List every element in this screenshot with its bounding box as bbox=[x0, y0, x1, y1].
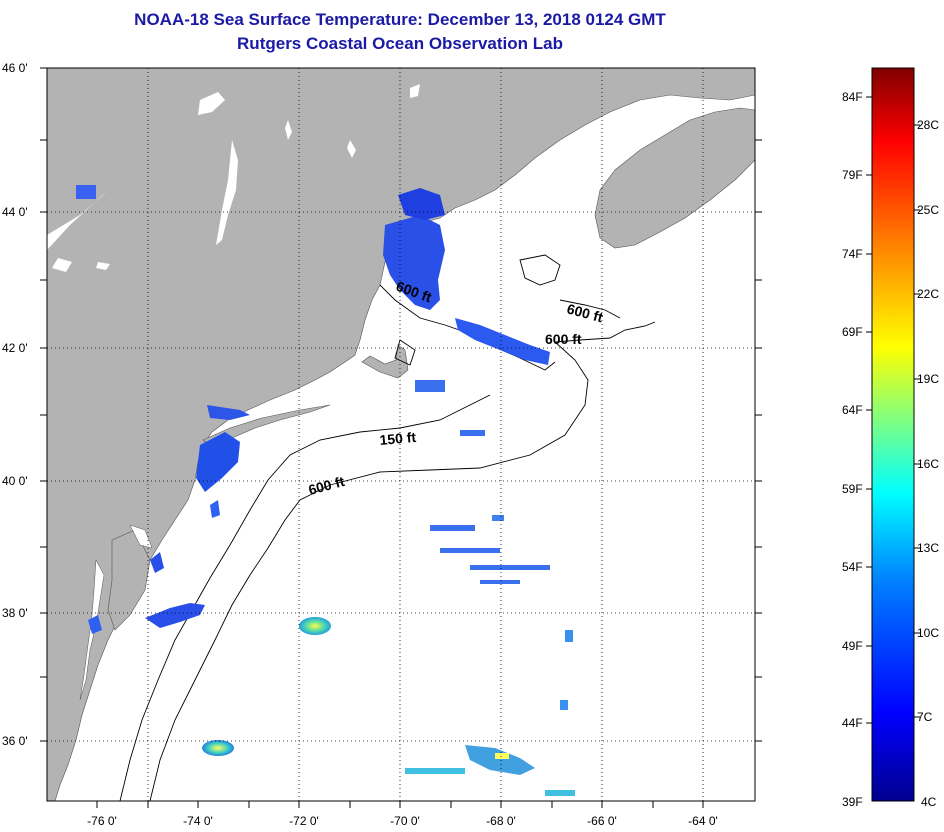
lat-label-36: 36 0' bbox=[2, 734, 28, 748]
lat-label-38: 38 0' bbox=[2, 606, 28, 620]
axis-ticks bbox=[40, 67, 762, 808]
cb-f-49: 49F bbox=[842, 639, 863, 653]
cb-c-19: 19C bbox=[917, 372, 939, 386]
lake-small-6 bbox=[410, 84, 420, 98]
cb-f-54: 54F bbox=[842, 560, 863, 574]
lake-small-4 bbox=[285, 120, 292, 140]
lake-small-1 bbox=[198, 92, 225, 115]
water-delaware-bay bbox=[129, 524, 153, 549]
lon-label-66: -66 0' bbox=[587, 814, 617, 828]
colorbar-ticks bbox=[866, 96, 920, 724]
cb-f-59: 59F bbox=[842, 482, 863, 496]
lon-label-72: -72 0' bbox=[289, 814, 319, 828]
cb-c-13: 13C bbox=[917, 541, 939, 555]
map-title: NOAA-18 Sea Surface Temperature: Decembe… bbox=[134, 10, 666, 29]
lon-label-68: -68 0' bbox=[486, 814, 516, 828]
lat-label-40: 40 0' bbox=[2, 474, 28, 488]
lat-label-46: 46 0' bbox=[2, 61, 28, 75]
land-cape-cod bbox=[361, 344, 409, 379]
cb-c-28: 28C bbox=[917, 118, 939, 132]
depth-label-600-georges: 600 ft bbox=[545, 331, 582, 347]
cb-f-44: 44F bbox=[842, 716, 863, 730]
lake-ontario-edge bbox=[47, 190, 108, 250]
lon-label-64: -64 0' bbox=[688, 814, 718, 828]
map-content: 600 ft 600 ft 600 ft 150 ft 600 ft bbox=[47, 68, 755, 801]
depth-label-150: 150 ft bbox=[379, 429, 417, 448]
lat-label-42: 42 0' bbox=[2, 341, 28, 355]
sst-data bbox=[76, 185, 575, 796]
lake-small-3 bbox=[96, 262, 110, 270]
colorbar bbox=[871, 67, 915, 802]
cb-c-7: 7C bbox=[917, 710, 933, 724]
lake-champlain bbox=[216, 140, 238, 245]
cb-f-84: 84F bbox=[842, 90, 863, 104]
cb-f-69: 69F bbox=[842, 325, 863, 339]
lon-label-76: -76 0' bbox=[87, 814, 117, 828]
cb-f-64: 64F bbox=[842, 403, 863, 417]
lat-label-44: 44 0' bbox=[2, 205, 28, 219]
land-mainland bbox=[47, 68, 755, 801]
cb-c-10: 10C bbox=[917, 626, 939, 640]
cb-c-4: 4C bbox=[921, 795, 937, 809]
land-nova-scotia bbox=[594, 107, 755, 249]
cb-c-25: 25C bbox=[917, 203, 939, 217]
cb-c-22: 22C bbox=[917, 287, 939, 301]
lake-small-2 bbox=[52, 258, 72, 272]
cb-f-39: 39F bbox=[842, 795, 863, 809]
lon-label-74: -74 0' bbox=[183, 814, 213, 828]
lake-small-5 bbox=[347, 140, 356, 158]
lon-label-70: -70 0' bbox=[390, 814, 420, 828]
cb-f-79: 79F bbox=[842, 168, 863, 182]
cb-f-74: 74F bbox=[842, 247, 863, 261]
map-subtitle: Rutgers Coastal Ocean Observation Lab bbox=[237, 34, 563, 53]
cb-c-16: 16C bbox=[917, 457, 939, 471]
